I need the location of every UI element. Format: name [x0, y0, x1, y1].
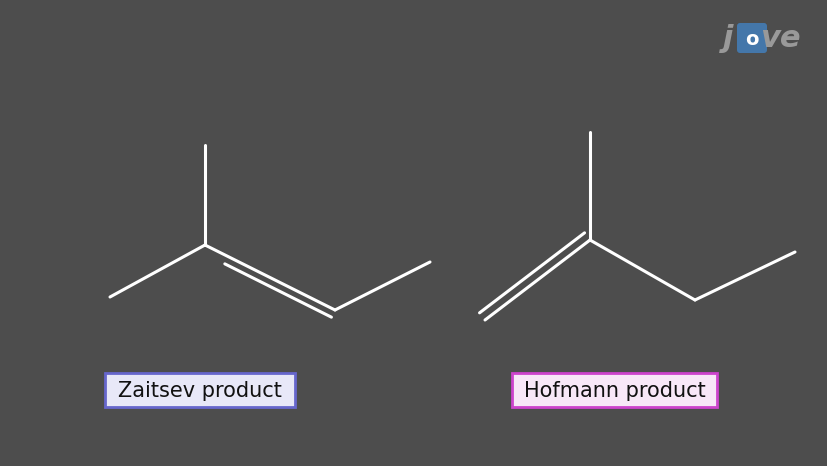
Text: Zaitsev product: Zaitsev product [118, 381, 282, 401]
FancyBboxPatch shape [105, 372, 294, 407]
Text: o: o [744, 29, 758, 48]
Text: j: j [722, 23, 733, 53]
Text: ve: ve [759, 23, 799, 53]
Text: Hofmann product: Hofmann product [523, 381, 705, 401]
FancyBboxPatch shape [512, 372, 717, 407]
FancyBboxPatch shape [736, 23, 766, 53]
